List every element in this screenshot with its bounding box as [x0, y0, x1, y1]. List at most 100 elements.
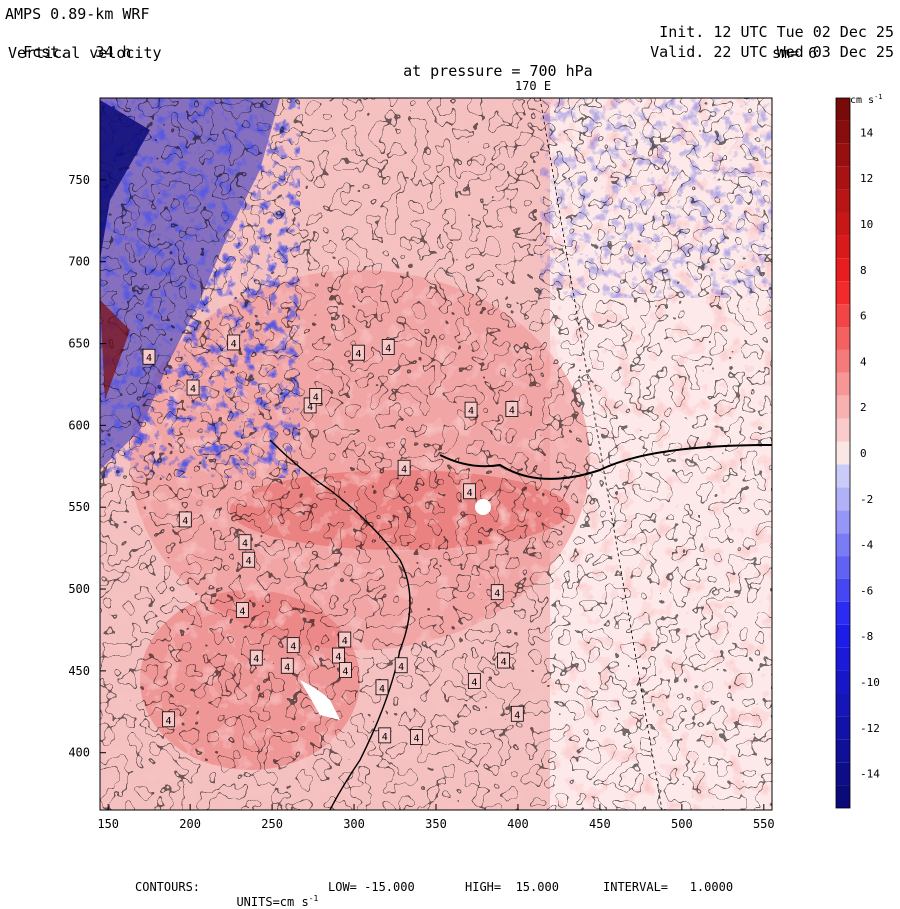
footer-low: LOW= -15.000	[328, 880, 415, 894]
colorbar-frame	[835, 97, 851, 809]
model-title: AMPS 0.89-km WRF	[5, 5, 150, 23]
contour-label: 4	[509, 406, 515, 417]
colorbar-swatch	[836, 120, 850, 144]
colorbar-swatch	[836, 418, 850, 442]
contour-label: 4	[494, 589, 500, 600]
colorbar: 14 12 10 8 6 4 2 0 -2 -4 -6 -8 -10 -12 -14	[835, 97, 880, 809]
x-tick-label: 450	[589, 817, 611, 831]
contour-label: 4	[382, 732, 388, 743]
colorbar-tick-label: -8	[860, 630, 873, 643]
colorbar-swatch	[836, 762, 850, 786]
y-tick-label: 700	[68, 255, 90, 269]
x-tick-label: 400	[507, 817, 529, 831]
valid-value: 22 UTC Wed 03 Dec 25	[713, 43, 894, 61]
colorbar-swatch	[836, 785, 850, 808]
footer-units: UNITS=cm s-1	[222, 880, 318, 909]
colorbar-swatch	[836, 189, 850, 213]
colorbar-tick-label: 4	[860, 355, 867, 368]
x-tick-label: 150	[97, 817, 119, 831]
x-tick-label: 350	[425, 817, 447, 831]
contour-label: 4	[467, 488, 473, 499]
footer-high: HIGH= 15.000	[465, 880, 559, 894]
contour-label-box	[235, 602, 249, 618]
colorbar-tick-label: 10	[860, 218, 873, 231]
colorbar-tick-label: 12	[860, 172, 873, 185]
colorbar-swatch	[836, 143, 850, 167]
contour-label-box	[490, 584, 504, 601]
footer-contours: CONTOURS:	[135, 880, 201, 894]
colorbar-swatch	[836, 98, 850, 121]
colorbar-tick-label: -10	[860, 676, 880, 689]
valid-time: Valid. 22 UTC Wed 03 Dec 25	[632, 25, 894, 61]
contour-label-box	[464, 401, 478, 418]
meridian-label: 170 E	[515, 79, 551, 93]
contour-label-box	[463, 483, 477, 500]
contour-label-box	[505, 401, 519, 417]
x-tick-label: 500	[671, 817, 693, 831]
contour-label: 4	[246, 556, 252, 567]
y-tick-label: 600	[68, 418, 90, 432]
contour-label-box	[378, 727, 392, 744]
colorbar-swatch	[836, 670, 850, 694]
colorbar-swatch	[836, 166, 850, 190]
contour-label: 4	[182, 516, 188, 527]
colorbar-swatch	[836, 693, 850, 717]
forecast-hour: Fcst. 34 h	[5, 25, 131, 61]
colorbar-tick-label: -2	[860, 493, 873, 506]
colorbar-swatch	[836, 281, 850, 305]
contour-label: 4	[379, 684, 385, 695]
colorbar-swatch	[836, 395, 850, 419]
valid-label: Valid.	[650, 43, 705, 61]
colorbar-tick-label: -14	[860, 768, 880, 781]
contour-label-box	[280, 657, 294, 674]
colorbar-swatch	[836, 464, 850, 488]
colorbar-swatch	[836, 212, 850, 236]
contour-label-box	[227, 334, 241, 351]
contour-label-box	[394, 657, 408, 674]
colorbar-swatch	[836, 739, 850, 763]
footer-interval: INTERVAL= 1.0000	[603, 880, 734, 894]
contour-label-box	[162, 711, 175, 728]
x-tick-label: 250	[261, 817, 283, 831]
colorbar-tick-label: -12	[860, 722, 880, 735]
y-tick-label: 750	[68, 173, 90, 187]
contour-label: 4	[471, 678, 477, 689]
contour-label-box	[510, 705, 524, 722]
y-tick-label: 450	[68, 664, 90, 678]
contour-label: 4	[413, 733, 419, 744]
init-time: Init. 12 UTC Tue 02 Dec 25	[641, 5, 894, 41]
colorbar-swatch	[836, 624, 850, 648]
contour-label: 4	[468, 406, 474, 417]
contour-label-box	[338, 631, 352, 648]
contour-label-box	[186, 379, 200, 396]
contour-label-box	[467, 673, 481, 689]
colorbar-tick-label: -4	[860, 539, 874, 552]
colorbar-swatch	[836, 304, 850, 328]
colorbar-swatch	[836, 327, 850, 350]
colorbar-swatch	[836, 235, 850, 259]
y-tick-label: 500	[68, 582, 90, 596]
colorbar-swatch	[836, 258, 850, 282]
contour-label: 4	[514, 710, 520, 721]
contour-label: 4	[313, 392, 319, 403]
x-tick-label: 300	[343, 817, 365, 831]
contour-label-box	[351, 344, 365, 361]
colorbar-tick-label: 14	[860, 126, 874, 139]
y-tick-label: 400	[68, 746, 90, 760]
contour-label: 4	[401, 464, 407, 475]
contour-label-box	[332, 647, 345, 664]
field-name: Vertical velocity	[8, 44, 162, 62]
init-value: 12 UTC Tue 02 Dec 25	[713, 23, 894, 41]
fcst-label: Fcst.	[23, 43, 69, 61]
y-axis: 400 450 500 550 600 650 700 750	[68, 173, 106, 760]
contour-label: 4	[385, 343, 391, 354]
pressure-label: at pressure =	[403, 62, 521, 80]
colorbar-tick-label: 8	[860, 264, 867, 277]
contour-label: 4	[501, 657, 507, 668]
x-tick-label: 200	[179, 817, 201, 831]
colorbar-swatch	[836, 578, 850, 602]
colorbar-tick-label: 6	[860, 310, 867, 323]
contour-label-box	[381, 339, 395, 355]
contour-label: 4	[307, 402, 313, 413]
